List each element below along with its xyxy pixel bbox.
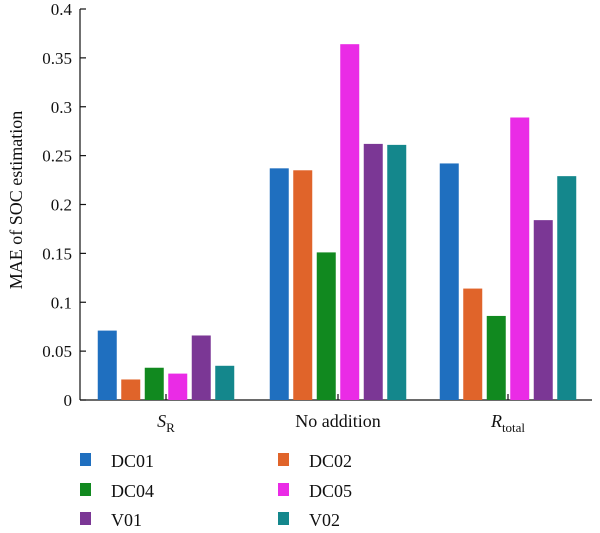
x-category-label: SR [157, 411, 175, 435]
bar-v02-1 [387, 144, 407, 400]
legend-label-dc04: DC04 [111, 481, 154, 501]
bar-v02-0 [215, 365, 235, 400]
legend-swatch-v01 [80, 512, 91, 525]
y-tick-label: 0 [64, 391, 73, 410]
x-category-main: R [490, 411, 502, 431]
bar-v01-0 [191, 335, 211, 400]
x-category-main: No addition [295, 411, 381, 431]
y-tick-label: 0.2 [51, 196, 72, 215]
bar-dc05-0 [168, 373, 188, 400]
y-tick-label: 0.35 [42, 49, 72, 68]
bar-dc02-1 [293, 170, 313, 400]
legend-label-v02: V02 [309, 510, 340, 530]
y-tick-label: 0.05 [42, 342, 72, 361]
x-category-label: No addition [295, 411, 381, 431]
bar-dc01-0 [97, 330, 117, 400]
y-tick-label: 0.4 [51, 0, 73, 19]
bar-dc04-2 [486, 315, 506, 400]
bar-v01-2 [533, 220, 553, 400]
bar-dc04-1 [316, 252, 336, 400]
bar-dc05-1 [340, 44, 360, 400]
bar-v01-1 [363, 143, 383, 400]
legend: DC01 DC02 DC04 DC05 V01 V02 [80, 451, 352, 530]
bar-dc02-2 [463, 288, 483, 400]
x-category-main: S [157, 411, 166, 431]
y-tick-label: 0.25 [42, 147, 72, 166]
x-category-subscript: total [502, 420, 525, 435]
legend-swatch-dc05 [278, 483, 289, 496]
y-tick-label: 0.15 [42, 244, 72, 263]
bar-dc04-0 [144, 367, 164, 400]
legend-swatch-v02 [278, 512, 289, 525]
bar-dc01-2 [439, 163, 459, 400]
bar-dc02-0 [121, 379, 141, 400]
y-tick-label: 0.3 [51, 98, 72, 117]
legend-label-dc05: DC05 [309, 481, 352, 501]
legend-swatch-dc04 [80, 483, 91, 496]
x-axis-categories: SR No addition Rtotal [157, 411, 525, 435]
y-tick-label: 0.1 [51, 293, 72, 312]
y-axis-label: MAE of SOC estimation [6, 111, 26, 290]
y-axis-ticks: 0 0.05 0.1 0.15 0.2 0.25 0.3 0.35 0.4 [42, 0, 86, 410]
legend-label-v01: V01 [111, 510, 142, 530]
legend-swatch-dc02 [278, 453, 289, 466]
chart-bars [97, 44, 577, 400]
bar-v02-2 [557, 176, 577, 400]
x-category-subscript: R [166, 420, 175, 435]
bar-dc01-1 [269, 168, 289, 400]
x-category-label: Rtotal [490, 411, 525, 435]
bar-dc05-2 [510, 117, 530, 400]
legend-swatch-dc01 [80, 453, 91, 466]
legend-label-dc02: DC02 [309, 451, 352, 471]
legend-label-dc01: DC01 [111, 451, 154, 471]
